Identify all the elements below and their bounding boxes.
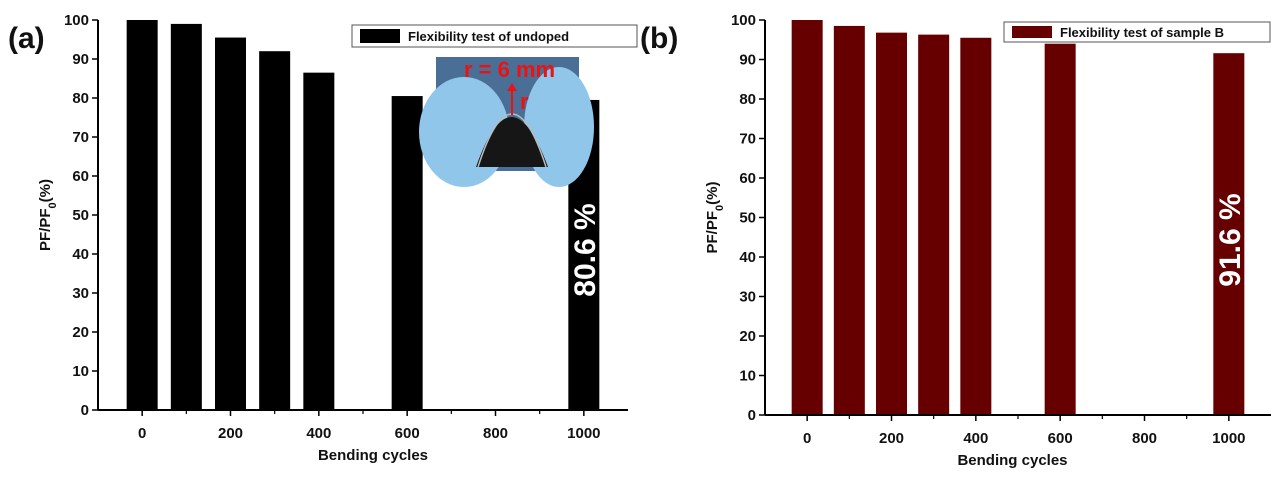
inset-r-marker: r: [520, 89, 529, 114]
y-tick-label: 40: [72, 246, 89, 263]
inset-arrow-head: [507, 83, 517, 91]
y-tick-label: 100: [731, 12, 756, 29]
y-tick-label: 80: [739, 91, 756, 108]
y-tick-label: 40: [739, 249, 756, 266]
y-tick-label: 50: [739, 210, 756, 227]
legend-box: [1003, 21, 1271, 43]
x-tick-label: 400: [963, 430, 988, 447]
y-axis-title: PF/PF0(%): [37, 179, 59, 251]
retention-annotation: 91.6 %: [1214, 193, 1247, 286]
x-tick-label: 0: [803, 430, 811, 447]
y-tick-label: 70: [739, 131, 756, 148]
x-axis-title: Bending cycles: [318, 447, 428, 464]
panel-label: (a): [8, 22, 45, 55]
inset-radius-label: r = 6 mm: [464, 57, 555, 82]
x-tick-label: 800: [483, 425, 508, 442]
legend-label: Flexibility test of undoped: [408, 29, 569, 44]
panel-label: (b): [640, 22, 678, 55]
bar-1000: [1213, 53, 1245, 416]
bar-300: [918, 34, 950, 416]
inset-photo: r = 6 mm r: [419, 57, 594, 187]
y-tick-label: 30: [739, 289, 756, 306]
x-tick-label: 0: [138, 425, 146, 442]
bar-600: [391, 96, 423, 411]
x-axis-title: Bending cycles: [957, 452, 1067, 469]
y-tick-label: 60: [72, 168, 89, 185]
y-tick-label: 70: [72, 129, 89, 146]
x-tick-label: 1000: [1212, 430, 1245, 447]
y-tick-label: 80: [72, 90, 89, 107]
y-tick-label: 20: [739, 328, 756, 345]
legend-box: [351, 24, 638, 48]
y-tick-label: 100: [64, 12, 89, 29]
bar-0: [791, 20, 823, 415]
y-tick-label: 90: [739, 52, 756, 69]
x-tick-label: 200: [218, 425, 243, 442]
bar-0: [126, 20, 158, 410]
y-tick-label: 10: [739, 368, 756, 385]
x-tick-label: 1000: [567, 425, 600, 442]
bar-600: [1044, 43, 1076, 415]
legend-swatch: [360, 29, 400, 43]
legend-label: Flexibility test of sample B: [1060, 25, 1224, 40]
y-tick-label: 90: [72, 51, 89, 68]
inset-glove-right: [524, 67, 594, 187]
bar-400: [303, 72, 335, 411]
x-tick-label: 800: [1132, 430, 1157, 447]
bar-100: [170, 23, 202, 411]
bar-300: [259, 51, 291, 410]
y-tick-label: 20: [72, 324, 89, 341]
y-tick-label: 60: [739, 170, 756, 187]
x-tick-label: 200: [879, 430, 904, 447]
x-tick-label: 600: [395, 425, 420, 442]
x-tick-label: 400: [306, 425, 331, 442]
y-tick-label: 10: [72, 363, 89, 380]
x-tick-label: 600: [1048, 430, 1073, 447]
bar-200: [876, 32, 907, 415]
y-tick-label: 0: [748, 407, 756, 424]
legend-swatch: [1012, 26, 1052, 38]
retention-annotation: 80.6 %: [569, 203, 602, 296]
bar-200: [215, 37, 246, 411]
bar-400: [960, 37, 992, 416]
y-tick-label: 50: [72, 207, 89, 224]
y-tick-label: 30: [72, 285, 89, 302]
y-axis-title: PF/PF0(%): [704, 182, 726, 254]
bar-100: [833, 25, 865, 416]
y-tick-label: 0: [81, 402, 89, 419]
